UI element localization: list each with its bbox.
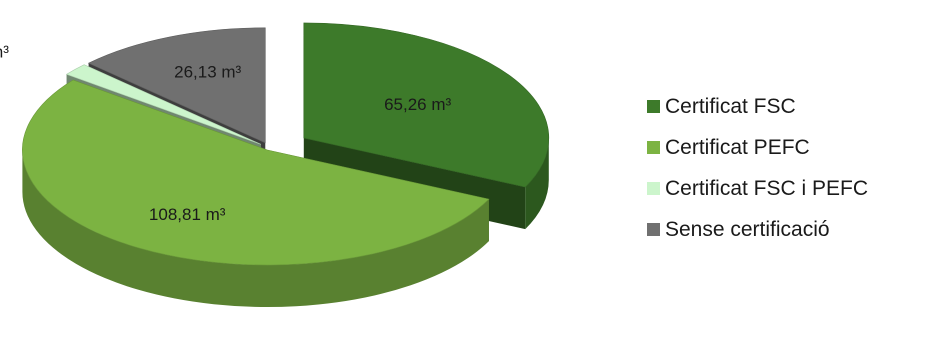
slices-layer (22, 22, 550, 308)
data-labels-layer: 65,26 m³ 108,81 m³ 3,58 m³ 26,13 m³ (0, 42, 451, 224)
legend-swatch-sense (647, 223, 660, 236)
legend-label-sense: Sense certificació (665, 217, 830, 241)
data-label-pefc: 108,81 m³ (149, 205, 226, 224)
legend-swatch-fsc (647, 100, 660, 113)
slice-pefc (22, 79, 490, 308)
legend-label-fsc: Certificat FSC (665, 94, 796, 118)
pie-chart: 65,26 m³ 108,81 m³ 3,58 m³ 26,13 m³ (0, 22, 550, 308)
legend-label-pefc: Certificat PEFC (665, 135, 810, 159)
legend-item-fsc-pefc: Certificat FSC i PEFC (647, 168, 868, 209)
slice-top-pefc (22, 79, 490, 266)
slice-top-sense (87, 27, 266, 144)
legend: Certificat FSC Certificat PEFC Certifica… (647, 86, 868, 250)
legend-item-fsc: Certificat FSC (647, 86, 868, 127)
legend-swatch-pefc (647, 141, 660, 154)
legend-item-sense: Sense certificació (647, 209, 868, 250)
slice-top-fsc-pefc (65, 64, 262, 145)
legend-label-fsc-pefc: Certificat FSC i PEFC (665, 176, 869, 200)
data-label-sense: 26,13 m³ (174, 62, 241, 81)
legend-swatch-fsc-pefc (647, 182, 660, 195)
slice-side-pefc (22, 150, 489, 308)
slice-top-fsc (303, 22, 550, 188)
data-label-fsc: 65,26 m³ (384, 95, 451, 114)
data-label-fsc-pefc: 3,58 m³ (0, 42, 9, 61)
legend-item-pefc: Certificat PEFC (647, 127, 868, 168)
slice-side-fsc (525, 137, 549, 230)
